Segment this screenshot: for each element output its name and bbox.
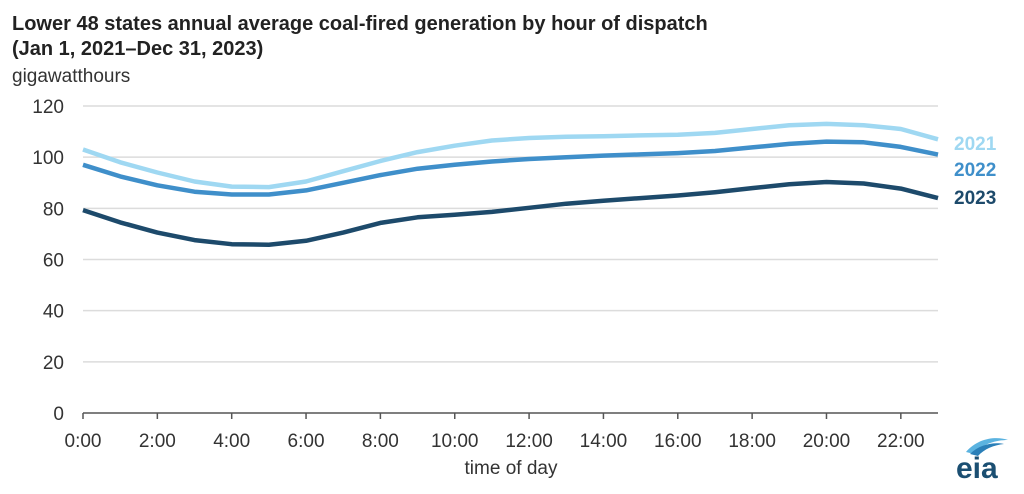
series-line-2021 [82,121,939,190]
y-tick-label: 0 [53,404,64,425]
series-line-2023 [82,179,939,247]
y-tick-label: 40 [43,302,64,323]
eia-logo: eia [956,438,1008,484]
y-tick-label: 20 [43,353,64,374]
x-tick-label: 14:00 [580,431,628,452]
x-tick-label: 6:00 [288,431,325,452]
y-tick-label: 60 [43,251,64,272]
series-label-2023: 2023 [954,188,996,209]
y-axis-ticks: 0 20 40 60 80 100 120 [32,97,64,425]
series-line-2022 [82,139,939,197]
y-axis-unit-label: gigawatthours [12,66,131,87]
x-tick-label: 18:00 [728,431,776,452]
x-tick-label: 0:00 [65,431,102,452]
x-tick-label: 2:00 [139,431,176,452]
chart-title: Lower 48 states annual average coal-fire… [12,12,708,62]
x-tick-label: 22:00 [877,431,925,452]
chart-title-line1: Lower 48 states annual average coal-fire… [12,13,708,35]
x-tick-label: 12:00 [505,431,553,452]
chart-title-line2: (Jan 1, 2021–Dec 31, 2023) [12,38,264,60]
y-tick-label: 80 [43,199,64,220]
x-tick-label: 20:00 [803,431,851,452]
series-labels: 2021 2022 2023 [954,134,997,209]
x-tick-label: 16:00 [654,431,702,452]
series-label-2021: 2021 [954,134,997,155]
x-tick-label: 8:00 [362,431,399,452]
series-lines [82,121,939,247]
y-tick-label: 100 [32,148,64,169]
x-tick-label: 10:00 [431,431,479,452]
series-label-2022: 2022 [954,160,996,181]
x-axis: 0:00 2:00 4:00 6:00 8:00 10:00 12:00 14:00 16:00… [65,412,938,452]
eia-logo-text: eia [956,452,998,484]
y-tick-label: 120 [32,97,64,118]
x-axis-title: time of day [465,458,558,479]
x-tick-label: 4:00 [213,431,250,452]
